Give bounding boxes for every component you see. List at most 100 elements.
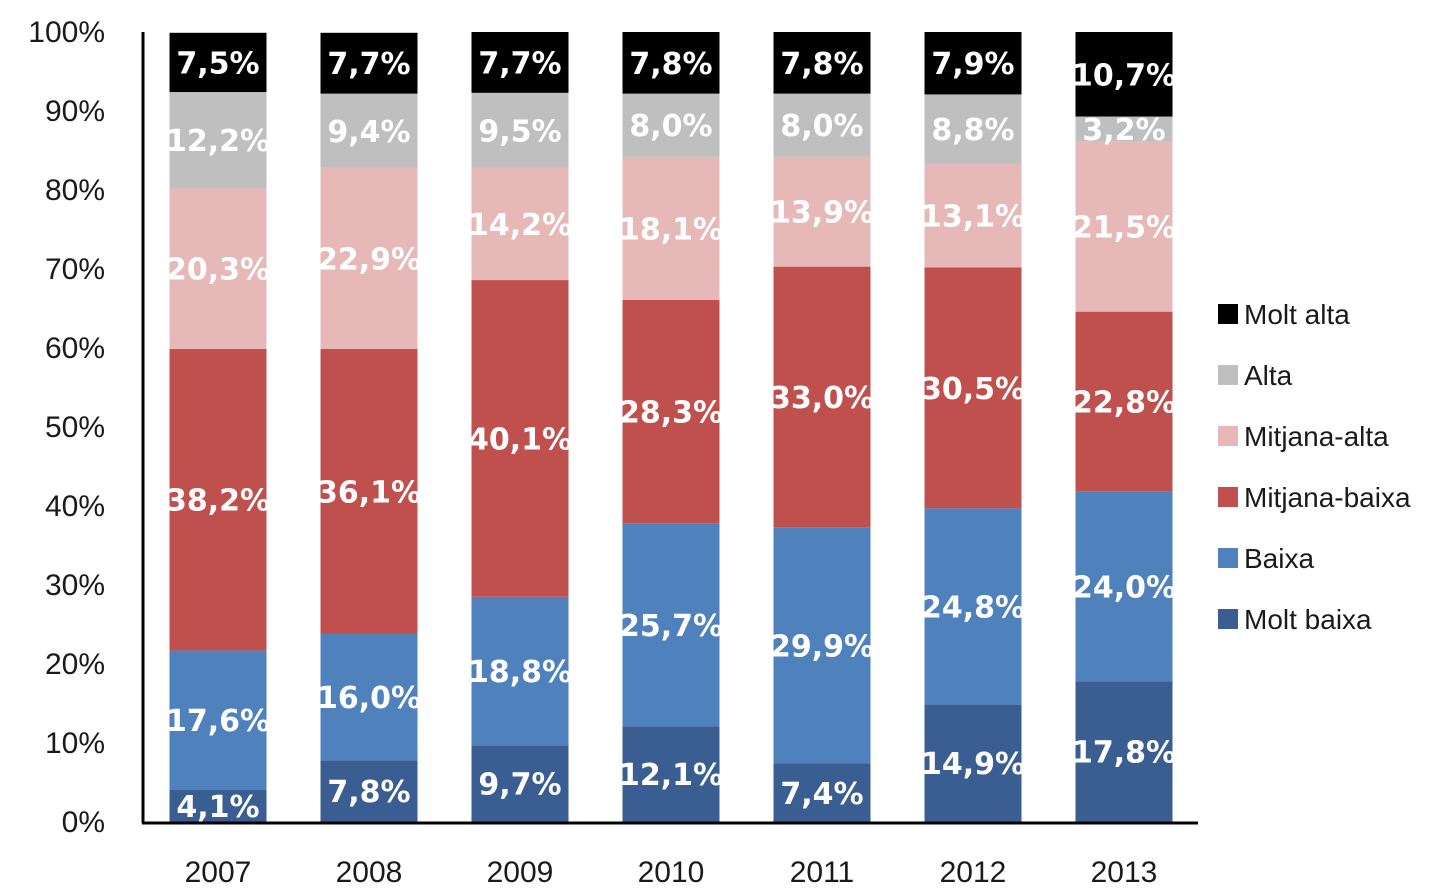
data-label: 33,0%	[770, 381, 874, 416]
bar-segment	[924, 267, 1022, 509]
bar-segment	[169, 92, 267, 189]
bar-segment	[169, 789, 267, 822]
data-label: 8,0%	[780, 109, 863, 144]
data-label: 24,0%	[1072, 571, 1176, 606]
x-tick-label: 2012	[940, 856, 1007, 888]
data-label: 20,3%	[166, 253, 270, 288]
data-label: 17,6%	[166, 704, 270, 739]
data-label: 7,8%	[629, 47, 712, 82]
data-label: 17,8%	[1072, 736, 1176, 771]
bar-segment	[471, 92, 569, 168]
legend-entry-label: Molt baixa	[1244, 604, 1372, 635]
y-tick-label: 10%	[45, 727, 105, 760]
bar-segment	[471, 745, 569, 822]
bar-segment	[773, 527, 871, 764]
bar-segment	[471, 280, 569, 597]
bar-segment	[773, 93, 871, 157]
bar-segment	[773, 32, 871, 94]
bar-segment	[1075, 116, 1173, 142]
bar-segment	[622, 726, 720, 822]
data-label: 7,8%	[780, 47, 863, 82]
bar-segment	[924, 704, 1022, 822]
data-label: 18,1%	[619, 212, 723, 247]
data-label: 4,1%	[176, 790, 259, 825]
bar-segment	[773, 763, 871, 822]
bar-segment	[320, 167, 418, 349]
y-tick-label: 60%	[45, 332, 105, 365]
bar-segment	[924, 32, 1022, 95]
legend-swatch	[1218, 365, 1238, 385]
data-label: 25,7%	[619, 609, 723, 644]
data-label: 13,1%	[921, 200, 1025, 235]
data-label: 22,8%	[1072, 386, 1176, 421]
data-label: 38,2%	[166, 484, 270, 519]
legend-entry-label: Molt alta	[1244, 299, 1350, 330]
x-tick-label: 2010	[638, 856, 705, 888]
legend-entry-label: Alta	[1244, 360, 1293, 391]
bar-segment	[924, 508, 1022, 705]
bar-segment	[773, 156, 871, 267]
legend-swatch	[1218, 548, 1238, 568]
x-tick-label: 2009	[487, 856, 554, 888]
y-tick-label: 90%	[45, 95, 105, 128]
legend-swatch	[1218, 609, 1238, 629]
bar-segment	[320, 348, 418, 634]
x-tick-label: 2011	[790, 856, 855, 888]
bar-segment	[622, 93, 720, 157]
bar-segment	[1075, 311, 1173, 492]
data-label: 8,0%	[629, 109, 712, 144]
bar-segment	[320, 93, 418, 168]
bar-segment	[471, 596, 569, 746]
data-label: 7,7%	[327, 47, 410, 82]
legend-entry-label: Mitjana-baixa	[1244, 482, 1411, 513]
data-label: 7,4%	[780, 777, 863, 812]
bar-segment	[1075, 681, 1173, 822]
bar-segment	[169, 650, 267, 790]
data-label: 21,5%	[1072, 211, 1176, 246]
y-tick-label: 0%	[62, 806, 105, 839]
data-label: 22,9%	[317, 242, 421, 277]
y-tick-label: 80%	[45, 174, 105, 207]
bar-segment	[1075, 32, 1173, 117]
data-label: 9,4%	[327, 115, 410, 150]
bar-segment	[773, 266, 871, 528]
y-tick-label: 30%	[45, 569, 105, 602]
bar-segment	[924, 94, 1022, 164]
bar-segment	[924, 163, 1022, 268]
bar-segment	[622, 156, 720, 300]
data-label: 9,7%	[478, 768, 561, 803]
data-label: 24,8%	[921, 590, 1025, 625]
y-tick-label: 40%	[45, 490, 105, 523]
data-label: 10,7%	[1072, 58, 1176, 93]
data-label: 7,8%	[327, 775, 410, 810]
legend-entry-label: Baixa	[1244, 543, 1314, 574]
bar-segment	[169, 188, 267, 349]
data-label: 16,0%	[317, 681, 421, 716]
data-label: 14,2%	[468, 208, 572, 243]
bar-segment	[622, 299, 720, 524]
data-label: 8,8%	[931, 113, 1014, 148]
data-label: 7,9%	[931, 47, 1014, 82]
data-label: 3,2%	[1082, 113, 1165, 148]
data-label: 12,2%	[166, 124, 270, 159]
bar-segment	[320, 760, 418, 822]
bar-segment	[471, 32, 569, 93]
data-label: 28,3%	[619, 396, 723, 431]
y-tick-label: 100%	[28, 16, 105, 49]
bar-segment	[622, 32, 720, 94]
data-label: 36,1%	[317, 475, 421, 510]
data-label: 40,1%	[468, 422, 572, 457]
data-label: 30,5%	[921, 372, 1025, 407]
bar-segment	[1075, 491, 1173, 682]
y-tick-label: 20%	[45, 648, 105, 681]
x-tick-label: 2007	[185, 856, 252, 888]
data-label: 12,1%	[619, 758, 723, 793]
data-label: 13,9%	[770, 196, 874, 231]
legend-swatch	[1218, 304, 1238, 324]
data-label: 18,8%	[468, 655, 572, 690]
bar-segment	[169, 348, 267, 651]
bar-segment	[471, 167, 569, 281]
bar-segment	[622, 523, 720, 727]
bar-segment	[320, 32, 418, 94]
